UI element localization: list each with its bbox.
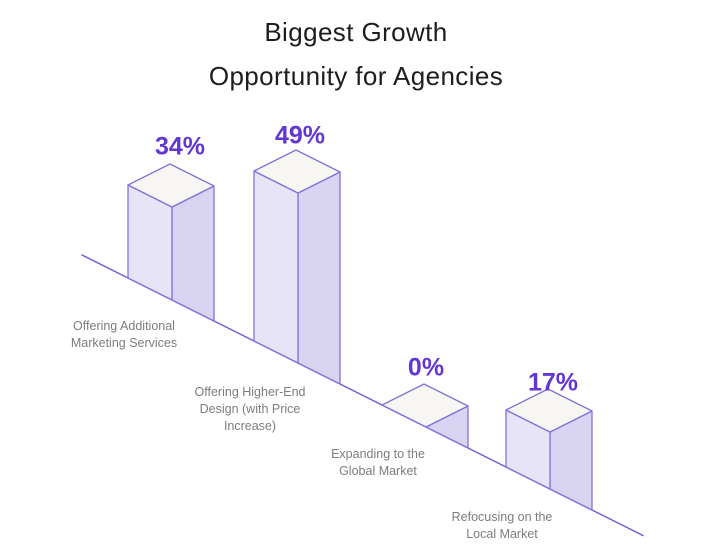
bar-2	[253, 149, 341, 385]
category-label-line: Offering Higher-End	[194, 385, 306, 399]
bar-top-face	[505, 388, 593, 433]
category-label-line: Marketing Services	[70, 336, 178, 350]
value-label-2: 49%	[274, 121, 326, 150]
chart-title-line1: Biggest Growth	[264, 17, 448, 47]
chart-title: Biggest Growth Opportunity for Agencies	[0, 10, 712, 98]
category-label-line: Global Market	[339, 464, 417, 478]
bar-left-face	[253, 170, 299, 364]
category-label-3: Expanding to the Global Market	[331, 446, 425, 480]
category-label-4: Refocusing on the Local Market	[452, 509, 553, 543]
category-label-line: Increase)	[223, 419, 277, 433]
bar-top-face	[381, 383, 469, 428]
category-label-2: Offering Higher-End Design (with Price I…	[195, 384, 306, 435]
bar-4	[505, 388, 593, 511]
bar-1	[127, 163, 215, 322]
category-label-line: Design (with Price	[199, 402, 301, 416]
bar-top-face	[127, 163, 215, 208]
category-label-line: Offering Additional	[73, 319, 175, 333]
category-label-line: Refocusing on the	[451, 510, 553, 524]
bar-right-face	[297, 171, 341, 385]
value-label-1: 34%	[154, 132, 206, 161]
value-label-3: 0%	[407, 353, 445, 382]
category-label-1: Offering Additional Marketing Services	[71, 318, 177, 352]
bar-right-face	[171, 185, 215, 322]
category-label-line: Local Market	[466, 527, 538, 541]
bar-top-face	[253, 149, 341, 194]
category-label-line: Expanding to the	[331, 447, 425, 461]
bar-3	[381, 383, 469, 449]
chart-title-line2: Opportunity for Agencies	[208, 61, 504, 91]
value-label-4: 17%	[527, 368, 579, 397]
